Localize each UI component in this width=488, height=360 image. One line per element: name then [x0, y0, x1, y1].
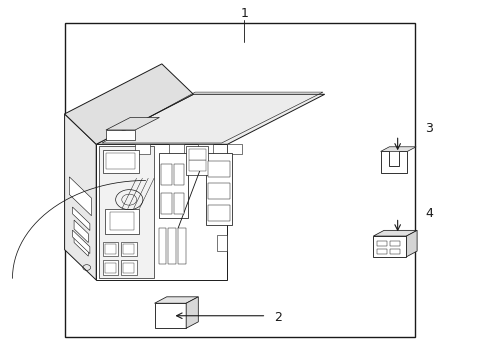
Bar	[216, 203, 227, 219]
Bar	[188, 149, 205, 160]
Text: 1: 1	[240, 8, 248, 21]
Bar	[216, 235, 227, 251]
Bar	[106, 153, 135, 169]
Bar	[207, 205, 229, 221]
Bar	[123, 263, 134, 273]
Bar	[216, 171, 227, 187]
Bar	[173, 193, 184, 214]
Bar	[376, 241, 386, 246]
Bar	[227, 144, 242, 154]
Polygon shape	[380, 147, 415, 152]
Bar	[205, 153, 232, 225]
Bar	[158, 228, 166, 264]
Bar	[161, 193, 171, 214]
Bar	[121, 242, 136, 256]
Bar	[372, 236, 406, 257]
Bar	[105, 263, 116, 273]
Polygon shape	[380, 152, 407, 173]
Polygon shape	[74, 234, 88, 256]
Polygon shape	[406, 230, 416, 257]
Polygon shape	[96, 94, 324, 144]
Bar	[135, 144, 149, 154]
Bar	[99, 146, 153, 278]
Bar	[105, 244, 116, 254]
Bar	[64, 23, 414, 337]
Bar	[376, 249, 386, 254]
Bar	[110, 212, 134, 230]
Bar	[123, 244, 134, 254]
Bar	[178, 228, 185, 264]
Polygon shape	[74, 220, 88, 243]
Polygon shape	[96, 144, 227, 280]
Bar	[168, 228, 176, 264]
Polygon shape	[72, 230, 90, 253]
Bar	[158, 153, 187, 217]
Bar	[102, 150, 139, 173]
Polygon shape	[72, 207, 90, 230]
Polygon shape	[372, 230, 416, 236]
Bar	[186, 146, 207, 175]
Bar	[198, 144, 212, 154]
Text: 3: 3	[425, 122, 432, 135]
Bar	[121, 260, 136, 275]
Bar	[389, 249, 399, 254]
Bar	[207, 161, 229, 177]
Polygon shape	[64, 64, 193, 144]
Bar	[154, 303, 186, 328]
Text: 2: 2	[274, 311, 282, 324]
Bar	[188, 159, 205, 171]
Polygon shape	[64, 114, 96, 280]
Polygon shape	[106, 130, 135, 140]
Polygon shape	[106, 117, 159, 130]
Polygon shape	[69, 177, 91, 216]
Bar	[105, 208, 139, 234]
Polygon shape	[186, 297, 198, 328]
Bar	[102, 260, 118, 275]
Bar	[173, 164, 184, 185]
Bar	[102, 242, 118, 256]
Bar	[169, 144, 183, 154]
Bar	[207, 183, 229, 199]
Text: 4: 4	[425, 207, 432, 220]
Bar	[161, 164, 171, 185]
Bar	[389, 241, 399, 246]
Polygon shape	[154, 297, 198, 303]
